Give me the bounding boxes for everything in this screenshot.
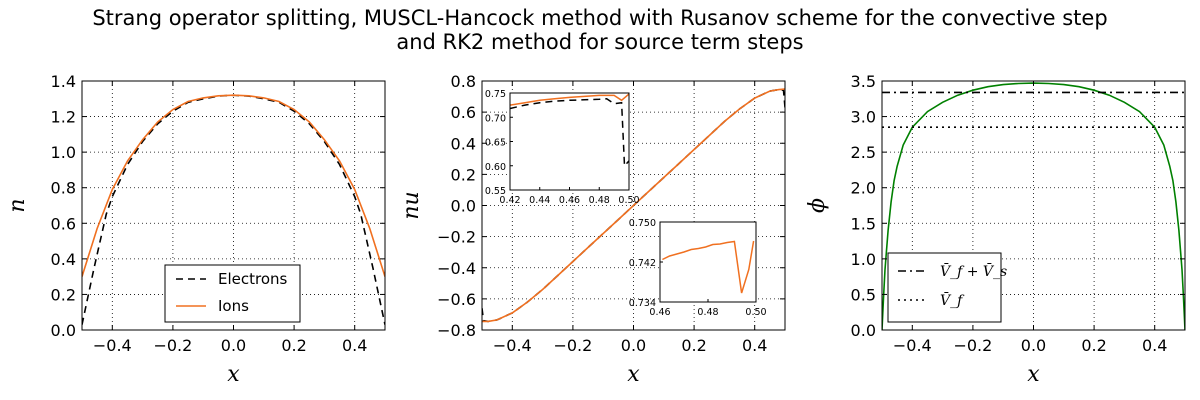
y-tick-label: 0.2 (451, 165, 476, 184)
inset-series-1-line (510, 98, 629, 168)
inset-y-tick-label: 0.70 (485, 113, 506, 124)
legend-panel-3: V̄_f + V̄_s V̄_f (887, 252, 1007, 323)
inset-x-tick-label: 0.42 (499, 195, 520, 206)
x-tick-label: −0.4 (493, 336, 532, 355)
x-axis-label: x (1027, 362, 1040, 387)
y-tick-label: −0.2 (437, 228, 476, 247)
inset-y-tick-label: 0.742 (629, 258, 656, 269)
inset-x-tick-label: 0.46 (559, 195, 580, 206)
inset-y-tick-label: 0.734 (629, 298, 656, 309)
inset-y-tick-label: 0.75 (485, 89, 506, 100)
inset-y-tick-label: 0.55 (485, 186, 506, 197)
x-tick-label: 0.0 (1021, 336, 1046, 355)
x-tick-label: 0.4 (742, 336, 767, 355)
y-axis-label: ϕ (805, 198, 830, 213)
inset-x-tick-label: 0.50 (745, 307, 766, 318)
x-tick-label: 0.2 (681, 336, 706, 355)
y-tick-label: 0.4 (51, 250, 76, 269)
legend-panel-1: Electrons Ions (164, 264, 301, 323)
y-tick-label: 0.5 (851, 285, 876, 304)
series-2-line (82, 94, 385, 277)
y-tick-label: 0.8 (451, 72, 476, 91)
x-tick-label: 0.4 (342, 336, 367, 355)
legend-label: Electrons (218, 270, 288, 288)
inset-2: 0.46 0.48 0.50 0.734 0.742 0.750 (629, 218, 767, 318)
y-tick-label: 3.0 (851, 108, 876, 127)
panel-2: −0.4 −0.2 0.0 0.2 0.4 −0.8 −0.6 −0.4 −0.2 0.0 0.2 0… (399, 72, 786, 387)
inset-background (510, 93, 629, 190)
legend-label: Ions (218, 297, 249, 315)
inset-x-tick-label: 0.46 (649, 307, 670, 318)
x-tick-label: −0.4 (93, 336, 132, 355)
y-tick-label: 0.2 (51, 285, 76, 304)
x-tick-label: 0.2 (281, 336, 306, 355)
inset-1: 0.42 0.44 0.46 0.48 0.50 0.55 0.60 0.65 0.70 0.75 (485, 89, 640, 206)
inset-background (660, 222, 756, 302)
y-tick-label: −0.8 (437, 321, 476, 340)
y-tick-label: 0.0 (51, 321, 76, 340)
inset-series-2-line (510, 93, 629, 106)
x-tick-label: 0.2 (1081, 336, 1106, 355)
x-axis-label: x (227, 362, 240, 387)
y-tick-label: 1.5 (851, 214, 876, 233)
inset-series-1-line (662, 240, 755, 294)
x-tick-label: −0.2 (153, 336, 192, 355)
y-tick-label: 1.2 (51, 108, 76, 127)
y-tick-label: −0.4 (437, 259, 476, 278)
inset-y-tick-label: 0.65 (485, 138, 506, 149)
y-tick-label: −0.6 (437, 290, 476, 309)
y-tick-label: 0.6 (451, 103, 476, 122)
y-tick-label: 0.4 (451, 134, 476, 153)
inset-y-tick-label: 0.60 (485, 162, 506, 173)
legend-box (887, 252, 1002, 323)
inset-y-tick-label: 0.750 (629, 218, 656, 229)
inset-x-tick-label: 0.44 (529, 195, 550, 206)
x-tick-label: 0.4 (1142, 336, 1167, 355)
y-tick-label: 1.4 (51, 72, 76, 91)
figure-title: Strang operator splitting, MUSCL-Hancock… (92, 6, 1108, 54)
legend-label: V̄_f + V̄_s (940, 262, 1007, 280)
series-2-line (482, 88, 785, 323)
x-tick-label: 0.0 (221, 336, 246, 355)
legend-label: V̄_f (940, 291, 965, 309)
y-tick-label: 1.0 (51, 143, 76, 162)
inset-x-tick-label: 0.48 (589, 195, 610, 206)
panel-3: −0.4 −0.2 0.0 0.2 0.4 0.0 0.5 1.0 1.5 2.0 2.5 3.0 3.… (805, 72, 1186, 387)
x-tick-label: −0.4 (893, 336, 932, 355)
panel-1: −0.4 −0.2 0.0 0.2 0.4 0.0 0.2 0.4 0.6 0.8 1.0 1.2 1.… (5, 72, 386, 387)
x-tick-label: 0.0 (621, 336, 646, 355)
inset-x-tick-label: 0.50 (618, 195, 639, 206)
y-tick-label: 0.8 (51, 179, 76, 198)
y-axis-label: nu (399, 191, 424, 219)
y-axis-label: n (5, 198, 30, 212)
y-tick-label: 0.6 (51, 214, 76, 233)
x-axis-label: x (627, 362, 640, 387)
y-tick-label: 0.0 (451, 197, 476, 216)
x-tick-label: −0.2 (553, 336, 592, 355)
x-tick-label: −0.2 (953, 336, 992, 355)
y-tick-label: 1.0 (851, 250, 876, 269)
y-tick-label: 3.5 (851, 72, 876, 91)
y-tick-label: 2.0 (851, 179, 876, 198)
inset-x-tick-label: 0.48 (697, 307, 718, 318)
legend-box (164, 264, 301, 323)
y-tick-label: 0.0 (851, 321, 876, 340)
y-tick-label: 2.5 (851, 143, 876, 162)
